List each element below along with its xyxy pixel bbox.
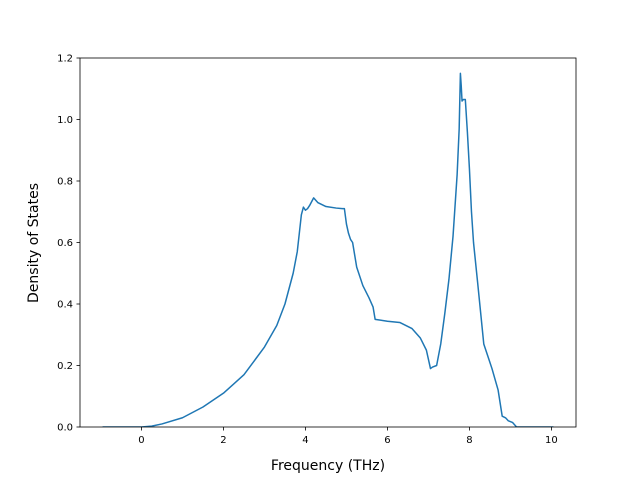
dos-series-line-0 bbox=[102, 72, 554, 427]
x-axis-ticks: 0 2 4 6 8 10 bbox=[138, 427, 558, 446]
y-tick-label: 1.2 bbox=[57, 54, 73, 65]
x-tick-label: 0 bbox=[138, 435, 144, 446]
y-tick-label: 0.8 bbox=[57, 177, 73, 188]
y-tick-label: 0.4 bbox=[57, 300, 73, 311]
y-axis-ticks: 0.0 0.2 0.4 0.6 0.8 1.0 1.2 bbox=[57, 54, 80, 434]
x-tick-label: 2 bbox=[220, 435, 226, 446]
x-tick-label: 10 bbox=[545, 435, 558, 446]
y-tick-label: 0.2 bbox=[57, 361, 73, 372]
x-axis-label: Frequency (THz) bbox=[271, 458, 385, 474]
y-tick-label: 0.0 bbox=[57, 423, 73, 434]
x-tick-label: 8 bbox=[466, 435, 472, 446]
y-tick-label: 1.0 bbox=[57, 115, 73, 126]
y-axis-label: Density of States bbox=[26, 183, 42, 303]
x-tick-label: 6 bbox=[384, 435, 390, 446]
x-tick-label: 4 bbox=[302, 435, 308, 446]
y-tick-label: 0.6 bbox=[57, 238, 73, 249]
